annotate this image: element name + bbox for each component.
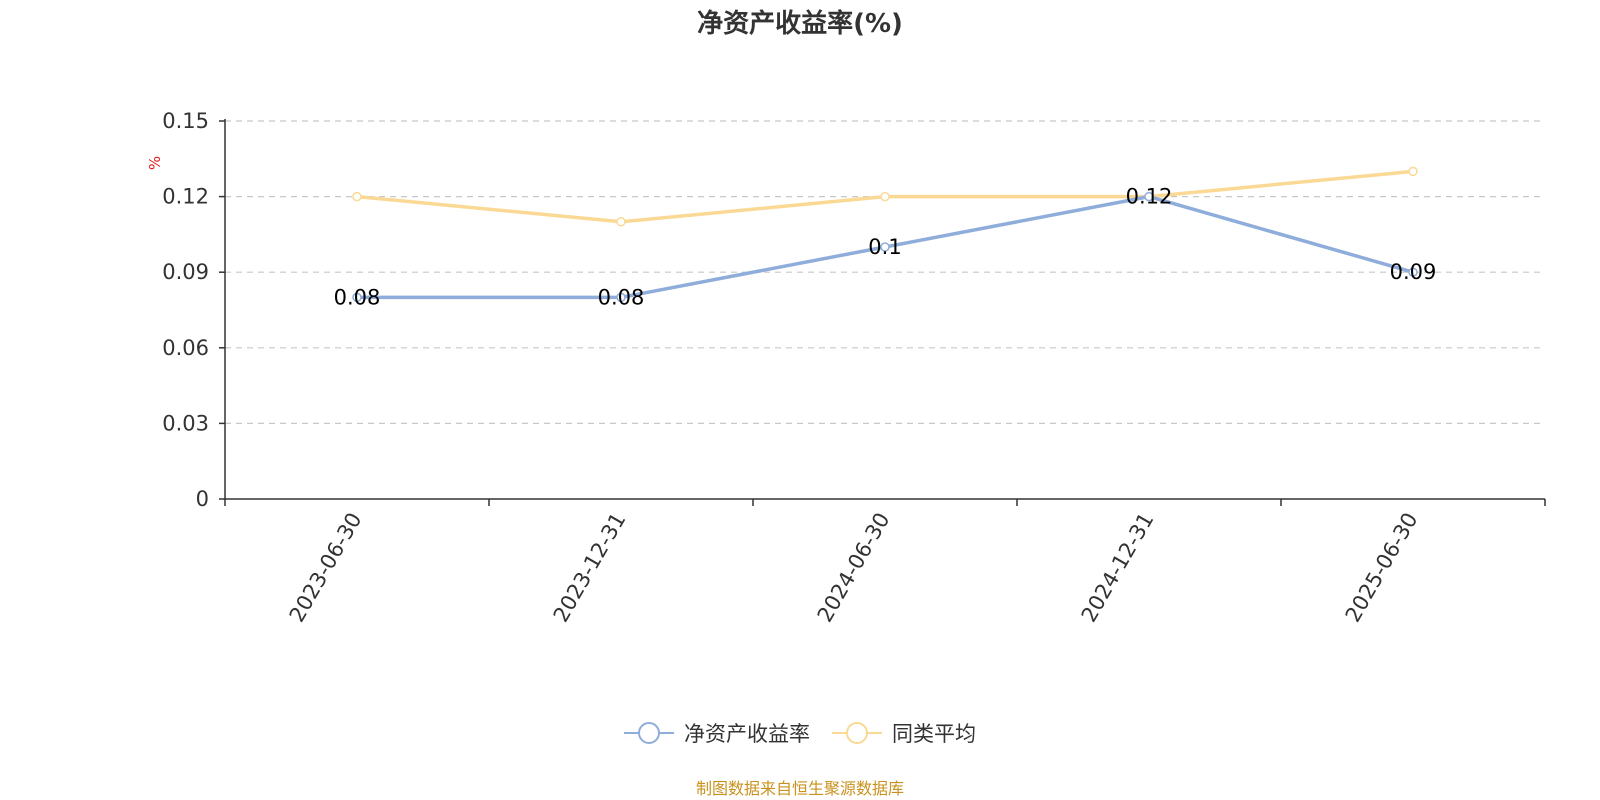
- data-label: 0.12: [1126, 185, 1173, 209]
- y-axis-unit-label: %: [146, 156, 164, 170]
- x-tick-label: 2025-06-30: [1341, 509, 1423, 627]
- data-labels: 0.08 0.08 0.1 0.12 0.09: [334, 185, 1437, 310]
- data-point-main: [352, 292, 362, 303]
- series-lines: [352, 166, 1418, 303]
- chart-title: 净资产收益率(%): [697, 9, 903, 39]
- data-label: 0.1: [868, 235, 901, 259]
- grid-lines: [225, 120, 1545, 424]
- data-label: 0.08: [598, 285, 645, 309]
- legend-item-avg[interactable]: 同类平均: [832, 718, 976, 748]
- data-point-avg: [616, 217, 626, 227]
- axes: 0 0.03 0.06 0.09 0.12 0.15% 2023-06-30 2023-12-…: [146, 109, 1546, 627]
- data-point-main: [880, 242, 890, 252]
- data-point-main: [1408, 267, 1418, 277]
- y-tick-label: 0.03: [162, 411, 209, 435]
- x-tick-label: 2024-06-30: [813, 509, 895, 627]
- data-point-avg: [1408, 166, 1418, 177]
- legend-swatch-avg: [832, 722, 882, 744]
- data-label: 0.09: [1390, 260, 1437, 284]
- legend: 净资产收益率 同类平均: [0, 718, 1600, 748]
- y-tick-label: 0.09: [162, 260, 209, 284]
- y-tick-label: 0.15: [162, 109, 209, 133]
- y-tick-label: 0: [196, 487, 209, 511]
- y-tick-label: 0.12: [162, 185, 209, 209]
- source-note: 制图数据来自恒生聚源数据库: [695, 779, 904, 798]
- y-tick-label: 0.06: [162, 336, 209, 360]
- legend-item-main[interactable]: 净资产收益率: [624, 718, 810, 748]
- x-tick-label: 2023-06-30: [285, 509, 367, 627]
- data-label: 0.08: [334, 285, 381, 309]
- legend-label-avg: 同类平均: [892, 722, 976, 746]
- legend-label-main: 净资产收益率: [684, 722, 810, 746]
- data-point-avg: [880, 191, 890, 202]
- legend-swatch-main: [624, 722, 674, 744]
- data-point-avg: [352, 191, 362, 202]
- x-tick-label: 2023-12-31: [549, 509, 631, 627]
- x-tick-label: 2024-12-31: [1077, 509, 1159, 627]
- data-point-main: [616, 292, 626, 303]
- data-point-main: [1144, 191, 1154, 202]
